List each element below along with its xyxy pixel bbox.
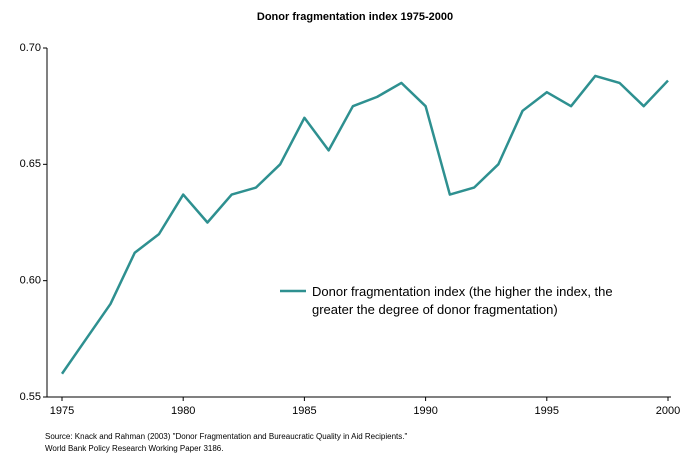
x-tick-label: 1975	[50, 405, 74, 417]
chart-title: Donor fragmentation index 1975-2000	[257, 11, 453, 23]
y-tick-label: 0.70	[20, 42, 41, 54]
x-tick-label: 1990	[413, 405, 437, 417]
source-line: World Bank Policy Research Working Paper…	[45, 444, 223, 453]
data-line	[60, 74, 669, 375]
x-tick-label: 1980	[171, 405, 195, 417]
y-tick-label: 0.60	[20, 275, 41, 287]
x-tick-label: 2000	[656, 405, 680, 417]
legend-label: Donor fragmentation index (the higher th…	[312, 284, 613, 317]
y-tick-label: 0.55	[20, 391, 41, 403]
source-line: Source: Knack and Rahman (2003) "Donor F…	[45, 432, 407, 441]
x-tick-label: 1985	[292, 405, 316, 417]
y-tick-label: 0.65	[20, 158, 41, 170]
x-tick-label: 1995	[535, 405, 559, 417]
